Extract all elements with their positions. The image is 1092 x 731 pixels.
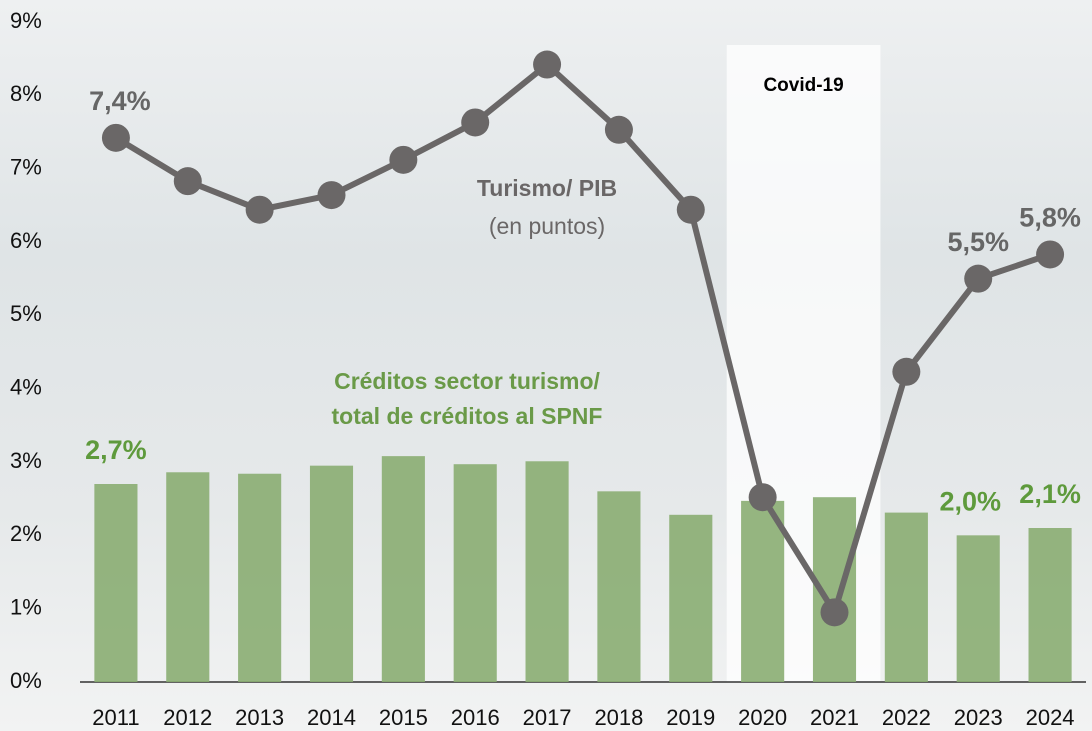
value-label: 2,1% — [1019, 479, 1081, 509]
x-tick-label: 2015 — [379, 705, 428, 730]
y-tick-label: 4% — [10, 374, 42, 399]
line-legend-note: (en puntos) — [489, 213, 605, 239]
y-tick-label: 7% — [10, 154, 42, 179]
bar — [382, 456, 425, 682]
bar — [94, 484, 137, 682]
line-point — [677, 196, 705, 224]
chart: Turismo/ PIB (en puntos) Créditos sector… — [0, 0, 1092, 731]
y-tick-label: 2% — [10, 521, 42, 546]
line-point — [964, 265, 992, 293]
line-point — [174, 167, 202, 195]
x-tick-label: 2023 — [954, 705, 1003, 730]
bar-legend: Créditos sector turismo/ — [334, 368, 600, 394]
line-point — [1036, 240, 1064, 268]
value-label: 2,0% — [939, 486, 1001, 516]
bar — [526, 461, 569, 682]
bar — [454, 464, 497, 682]
bar — [957, 535, 1000, 682]
x-tick-label: 2018 — [594, 705, 643, 730]
line-point — [102, 124, 130, 152]
x-tick-label: 2021 — [810, 705, 859, 730]
bar — [166, 472, 209, 682]
line-point — [892, 358, 920, 386]
y-tick-label: 3% — [10, 448, 42, 473]
y-tick-label: 9% — [10, 8, 42, 33]
line-legend: Turismo/ PIB — [477, 175, 617, 201]
value-label: 2,7% — [85, 435, 147, 465]
line-point — [533, 51, 561, 79]
x-tick-label: 2022 — [882, 705, 931, 730]
value-label: 5,8% — [1019, 203, 1081, 233]
bar — [597, 491, 640, 682]
bar — [885, 513, 928, 682]
line-point — [318, 181, 346, 209]
x-tick-label: 2011 — [92, 705, 139, 730]
line-point — [605, 116, 633, 144]
x-tick-label: 2012 — [163, 705, 212, 730]
line-point — [749, 483, 777, 511]
y-tick-label: 8% — [10, 81, 42, 106]
bar — [741, 501, 784, 682]
bar — [669, 515, 712, 682]
x-tick-label: 2017 — [523, 705, 572, 730]
line-point — [389, 146, 417, 174]
value-label: 7,4% — [89, 86, 151, 116]
y-tick-label: 5% — [10, 301, 42, 326]
line-point — [246, 196, 274, 224]
annotation: Covid-19 — [763, 75, 843, 96]
x-tick-label: 2024 — [1026, 705, 1075, 730]
bar — [310, 466, 353, 682]
x-tick-label: 2020 — [738, 705, 787, 730]
y-tick-label: 1% — [10, 594, 42, 619]
x-tick-label: 2019 — [666, 705, 715, 730]
y-tick-label: 6% — [10, 228, 42, 253]
bar-legend: total de créditos al SPNF — [332, 403, 603, 429]
x-tick-label: 2016 — [451, 705, 500, 730]
x-tick-label: 2013 — [235, 705, 284, 730]
value-label: 5,5% — [947, 227, 1009, 257]
x-tick-label: 2014 — [307, 705, 356, 730]
line-point — [461, 108, 489, 136]
bar — [1029, 528, 1072, 682]
bar — [238, 474, 281, 682]
line-point — [821, 598, 849, 626]
y-tick-label: 0% — [10, 668, 42, 693]
